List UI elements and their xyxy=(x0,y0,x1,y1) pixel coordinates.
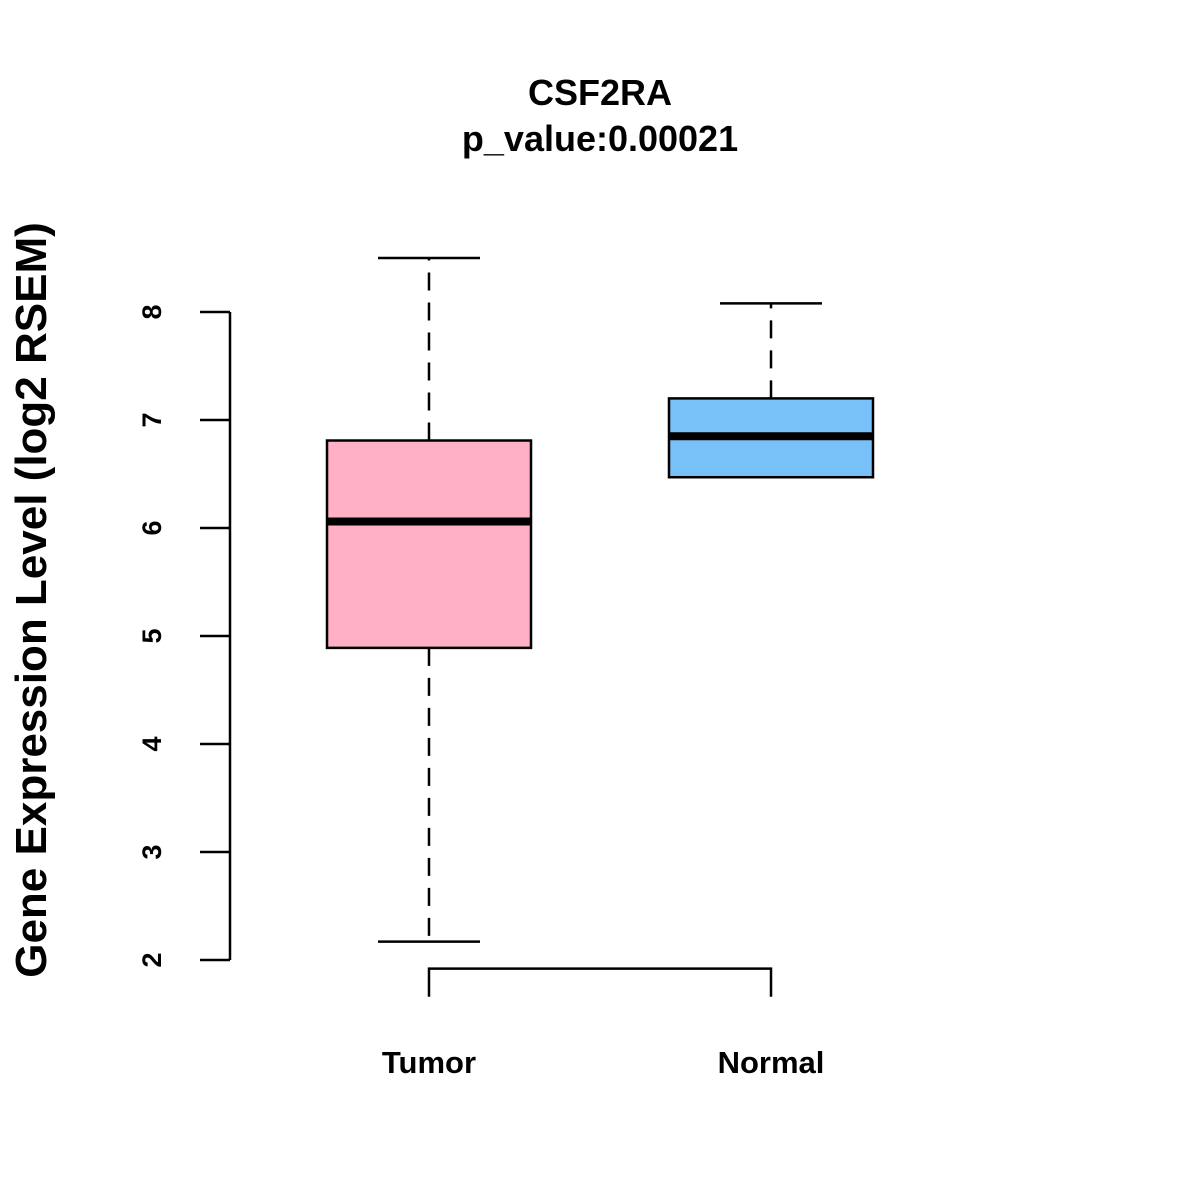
chart-subtitle: p_value:0.00021 xyxy=(462,118,738,159)
y-tick-label: 4 xyxy=(137,736,167,751)
box-normal xyxy=(667,302,875,479)
y-tick-label: 7 xyxy=(137,412,167,427)
x-axis-labels: Tumor Normal xyxy=(382,1045,824,1080)
y-tick-label: 8 xyxy=(137,304,167,319)
bracket-line xyxy=(427,967,773,997)
y-axis: 2 3 4 5 6 7 8 xyxy=(137,304,232,968)
y-tick-label: 6 xyxy=(137,520,167,535)
comparison-bracket xyxy=(427,967,773,997)
x-label-tumor: Tumor xyxy=(382,1045,476,1080)
y-tick-label: 2 xyxy=(137,952,167,967)
box-iqr xyxy=(325,439,533,650)
boxes-layer xyxy=(325,256,875,943)
y-tick-label: 3 xyxy=(137,844,167,859)
x-label-normal: Normal xyxy=(718,1045,825,1080)
chart-title: CSF2RA xyxy=(528,72,672,113)
y-tick-label: 5 xyxy=(137,628,167,643)
box-tumor xyxy=(325,256,533,943)
y-axis-label: Gene Expression Level (log2 RSEM) xyxy=(7,222,56,978)
